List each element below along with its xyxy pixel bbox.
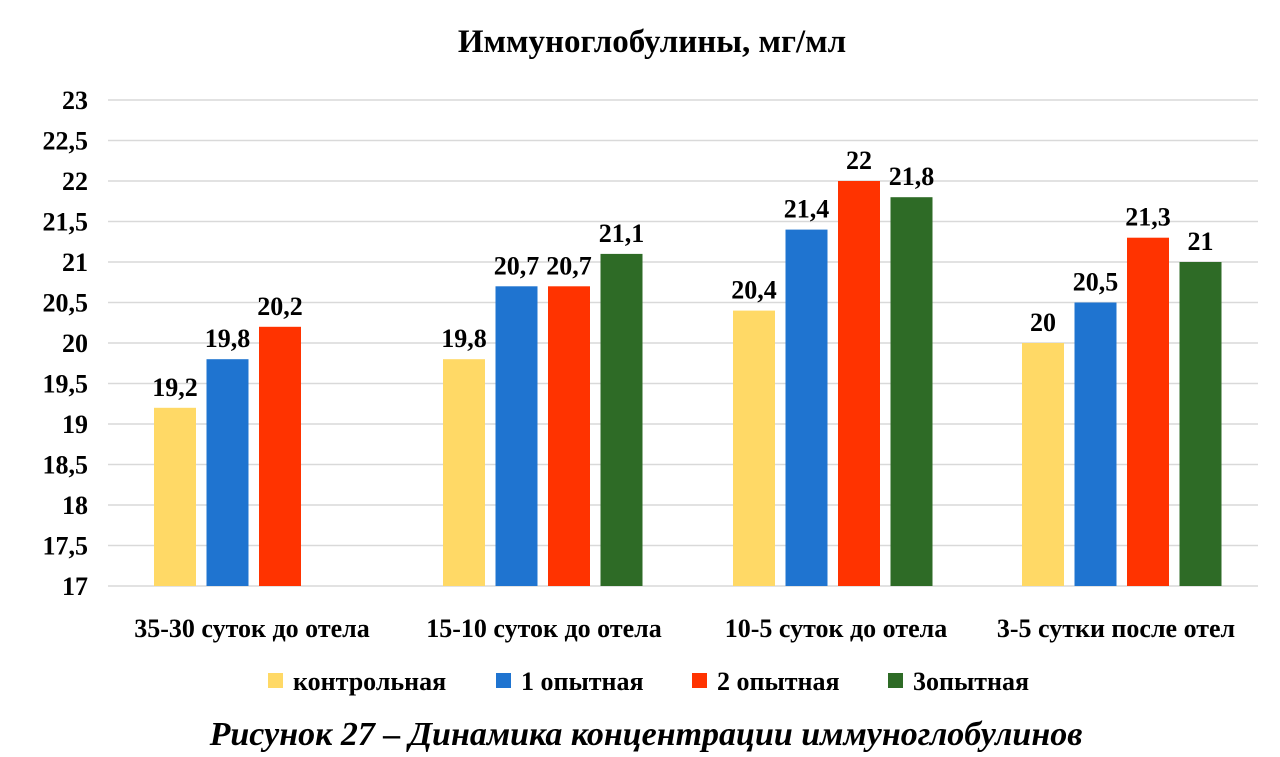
x-category-label: 3-5 сутки после отел bbox=[997, 614, 1235, 643]
bar bbox=[1179, 262, 1222, 586]
bar bbox=[154, 407, 196, 586]
figure-caption: Рисунок 27 – Динамика концентрации иммун… bbox=[209, 716, 1083, 753]
data-labels: 19,219,820,219,820,7 20,721,120,421,42221… bbox=[152, 146, 1213, 402]
legend-label: 1 опытная bbox=[521, 667, 644, 696]
bar bbox=[733, 310, 775, 586]
y-tick-label: 17 bbox=[62, 572, 88, 601]
y-tick-label: 20,5 bbox=[43, 289, 89, 318]
legend-label: 2 опытная bbox=[717, 667, 840, 696]
bar bbox=[838, 181, 880, 586]
bar bbox=[548, 286, 590, 586]
y-tick-label: 17,5 bbox=[43, 532, 89, 561]
data-label: 20,4 bbox=[731, 276, 777, 305]
bar bbox=[443, 359, 485, 586]
data-label: 21 bbox=[1188, 227, 1214, 256]
chart-title: Иммуноглобулины, мг/мл bbox=[458, 24, 846, 60]
bar bbox=[1074, 302, 1117, 586]
data-label: 20,7 bbox=[494, 251, 540, 280]
legend: контрольная 1 опытная 2 опытная 3опытная bbox=[268, 667, 1029, 696]
legend-swatch bbox=[692, 673, 707, 688]
bar bbox=[600, 253, 643, 586]
y-tick-label: 18,5 bbox=[43, 451, 89, 480]
y-tick-label: 21,5 bbox=[43, 208, 89, 237]
legend-swatch bbox=[496, 673, 511, 688]
y-tick-label: 18 bbox=[62, 491, 88, 520]
bar bbox=[495, 286, 538, 586]
bar bbox=[785, 229, 828, 586]
x-axis-categories: 35-30 суток до отела 15-10 суток до отела… bbox=[134, 614, 1235, 643]
data-label: 19,8 bbox=[205, 324, 251, 353]
y-tick-label: 20 bbox=[62, 329, 88, 358]
data-label: 21,3 bbox=[1125, 203, 1171, 232]
data-label: 20 bbox=[1030, 308, 1056, 337]
data-label: 21,4 bbox=[784, 195, 830, 224]
bars bbox=[154, 181, 1222, 586]
y-axis-ticks: 17 17,5 18 18,5 19 19,5 20 20,5 21 21,5 22 22,5 23 bbox=[43, 86, 89, 601]
data-label: 20,5 bbox=[1073, 268, 1119, 297]
y-tick-label: 21 bbox=[62, 248, 88, 277]
data-label: 20,7 bbox=[546, 251, 592, 280]
bar bbox=[1127, 237, 1169, 586]
bar bbox=[1022, 343, 1064, 586]
bar bbox=[259, 326, 301, 586]
bar bbox=[206, 359, 249, 586]
data-label: 22 bbox=[846, 146, 872, 175]
x-category-label: 15-10 суток до отела bbox=[426, 614, 661, 643]
y-tick-label: 22 bbox=[62, 167, 88, 196]
legend-label: 3опытная bbox=[913, 667, 1029, 696]
data-label: 20,2 bbox=[257, 292, 303, 321]
x-category-label: 10-5 суток до отела bbox=[725, 614, 947, 643]
bar bbox=[890, 197, 933, 586]
data-label: 21,8 bbox=[889, 162, 935, 191]
legend-swatch bbox=[888, 673, 903, 688]
legend-label: контрольная bbox=[293, 667, 446, 696]
y-tick-label: 22,5 bbox=[43, 127, 89, 156]
y-tick-label: 23 bbox=[62, 86, 88, 115]
legend-swatch bbox=[268, 673, 283, 688]
y-tick-label: 19 bbox=[62, 410, 88, 439]
data-label: 19,2 bbox=[152, 373, 198, 402]
y-tick-label: 19,5 bbox=[43, 370, 89, 399]
data-label: 19,8 bbox=[441, 324, 487, 353]
data-label: 21,1 bbox=[599, 219, 645, 248]
x-category-label: 35-30 суток до отела bbox=[134, 614, 369, 643]
